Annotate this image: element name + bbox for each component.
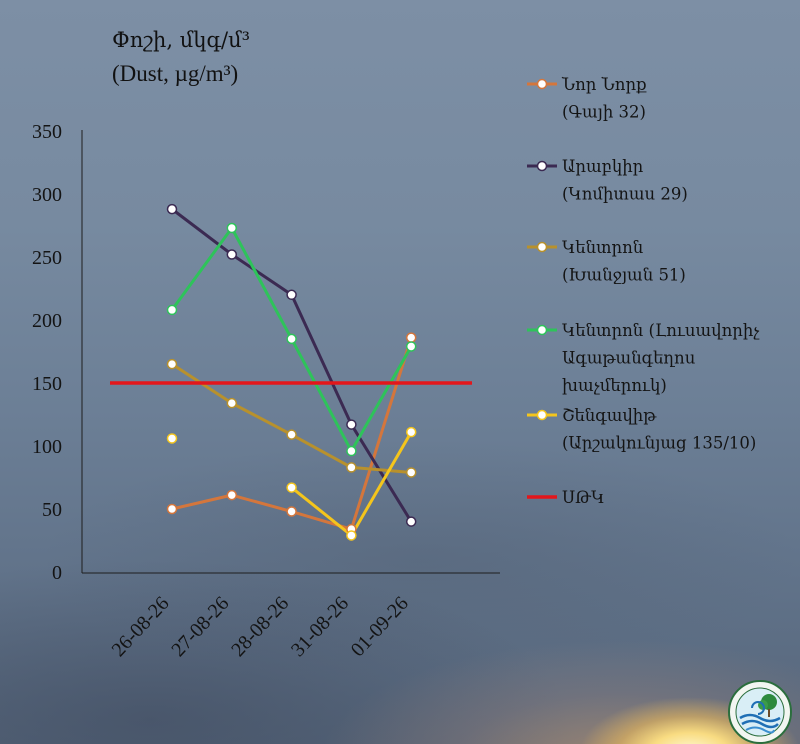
- legend-label: (Գայի 32): [562, 103, 646, 122]
- legend-entry-6: ՍԹԿ: [527, 488, 604, 507]
- x-tick-label: 31-08-26: [287, 592, 353, 661]
- markers-layer: [166, 203, 417, 541]
- legend-swatch-marker: [536, 409, 548, 421]
- y-axis-ticks: 0 50 100 150 200 250 300 350: [32, 121, 62, 584]
- data-point-s2-3: [286, 289, 297, 301]
- legend-entry-4: Կենտրոն (Լուսավորիչ Ագաթանգեղոս խաչմերուկ): [527, 321, 760, 395]
- legend-label: (Խանջյան 51): [562, 266, 686, 285]
- chart-title: Փոշի, մկգ/մ³: [112, 28, 250, 52]
- data-point-s5-4: [346, 530, 357, 541]
- data-point-s1-2: [226, 489, 238, 501]
- data-point-s4-2: [226, 222, 238, 234]
- y-tick-label: 350: [32, 121, 62, 143]
- data-point-s1-1: [166, 503, 178, 515]
- legend-swatch-marker: [536, 160, 548, 172]
- data-point-s4-1: [166, 304, 178, 316]
- y-tick-label: 300: [32, 184, 62, 206]
- data-point-s3-2: [226, 397, 238, 409]
- data-point-s5-3: [286, 482, 297, 493]
- logo-emblem: [728, 680, 792, 744]
- data-point-s5-1: [166, 433, 178, 444]
- legend-label: խաչմերուկ): [562, 376, 667, 395]
- legend-entry-1: Նոր Նորք (Գայի 32): [527, 75, 647, 122]
- data-point-s3-5: [405, 467, 417, 478]
- legend-label: (Կոմիտաս 29): [562, 185, 688, 204]
- y-tick-label: 50: [42, 499, 62, 521]
- legend: Նոր Նորք (Գայի 32) Արաբկիր (Կոմիտաս 29) Կենտ…: [527, 75, 760, 507]
- legend-entry-5: Շենգավիթ (Արշակունյաց 135/10): [527, 406, 756, 453]
- legend-swatch-marker: [536, 241, 548, 253]
- data-point-s2-5: [405, 516, 417, 527]
- legend-entry-2: Արաբկիր (Կոմիտաս 29): [527, 157, 688, 204]
- data-point-s4-4: [346, 445, 357, 457]
- x-tick-label: 27-08-26: [167, 592, 233, 661]
- legend-label: (Արշակունյաց 135/10): [562, 434, 756, 453]
- y-tick-label: 100: [32, 436, 62, 458]
- legend-label: Արաբկիր: [562, 157, 644, 176]
- data-point-s2-2: [226, 249, 238, 260]
- data-point-s5-5: [405, 426, 417, 438]
- legend-label: ՍԹԿ: [562, 488, 604, 507]
- legend-entry-3: Կենտրոն (Խանջյան 51): [527, 238, 686, 285]
- legend-label: Նոր Նորք: [561, 75, 647, 94]
- data-point-s3-4: [346, 462, 357, 473]
- data-point-s1-5: [405, 332, 417, 343]
- chart-subtitle: (Dust, µg/m³): [112, 61, 238, 86]
- series-line-2: [170, 207, 413, 524]
- legend-label: Կենտրոն (Լուսավորիչ: [562, 321, 760, 340]
- data-point-s3-3: [286, 429, 297, 440]
- y-tick-label: 150: [32, 373, 62, 395]
- x-tick-label: 01-09-26: [347, 592, 413, 661]
- legend-swatch-marker: [536, 324, 548, 336]
- data-point-s2-1: [166, 203, 178, 215]
- data-point-s2-4: [346, 419, 357, 430]
- data-point-s4-3: [286, 333, 297, 345]
- y-tick-label: 0: [52, 562, 62, 584]
- legend-label: Շենգավիթ: [562, 406, 657, 425]
- y-tick-label: 250: [32, 247, 62, 269]
- data-point-s3-1: [166, 358, 178, 370]
- data-point-s1-3: [286, 506, 297, 517]
- x-tick-label: 26-08-26: [108, 592, 174, 661]
- y-tick-label: 200: [32, 310, 62, 332]
- legend-label: Կենտրոն: [562, 238, 644, 257]
- data-point-s4-5: [405, 341, 417, 352]
- x-tick-label: 28-08-26: [227, 592, 293, 661]
- legend-swatch-marker: [536, 78, 548, 90]
- legend-label: Ագաթանգեղոս: [562, 349, 696, 368]
